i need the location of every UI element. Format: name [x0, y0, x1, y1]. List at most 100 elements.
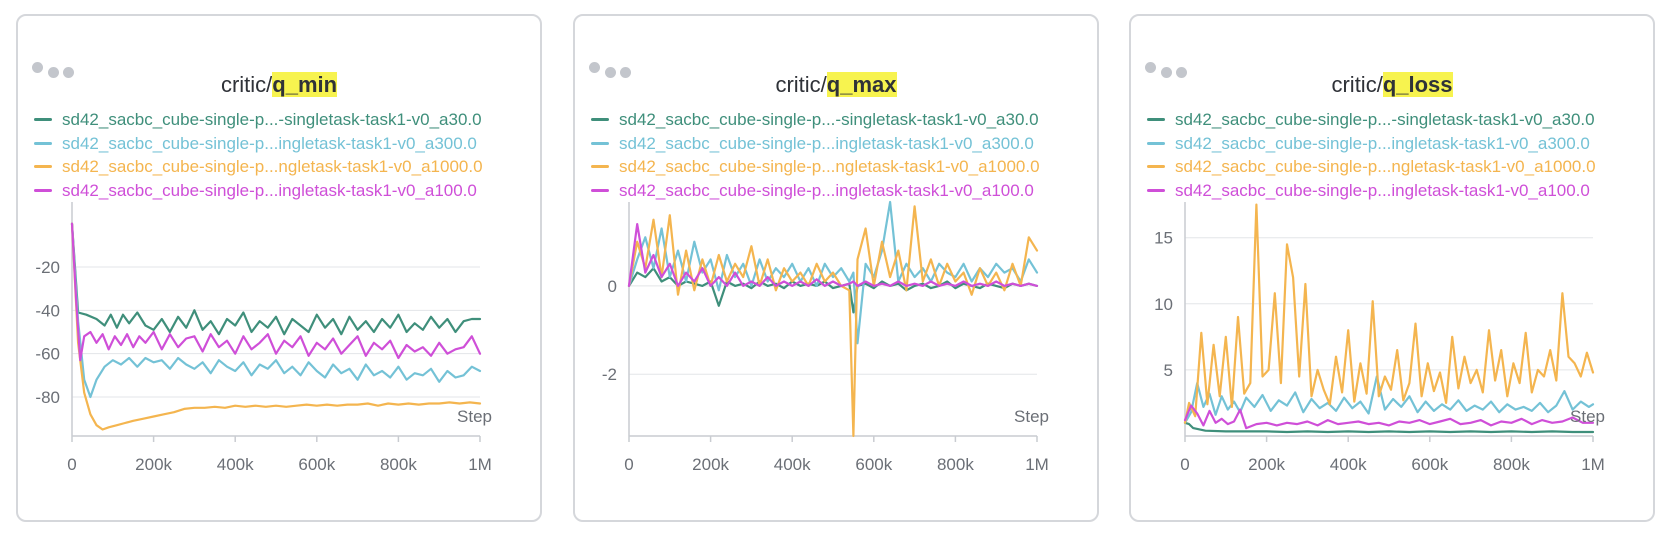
- x-tick-label: 200k: [135, 455, 172, 474]
- x-tick-label: 0: [624, 455, 633, 474]
- legend-item-a300[interactable]: sd42_sacbc_cube-single-p...ingletask-tas…: [34, 132, 534, 156]
- x-tick-label: 800k: [380, 455, 417, 474]
- legend-item-a300[interactable]: sd42_sacbc_cube-single-p...ingletask-tas…: [1147, 132, 1647, 156]
- chart-plot[interactable]: 0 -2 0 200k 400k 600k 800k 1M Step: [575, 16, 1097, 520]
- chart-panel-q-min: critic/q_min sd42_sacbc_cube-single-p...…: [16, 14, 542, 522]
- legend-label: sd42_sacbc_cube-single-p...ngletask-task…: [619, 157, 1040, 176]
- legend-item-a1000[interactable]: sd42_sacbc_cube-single-p...ngletask-task…: [34, 155, 534, 179]
- series-line-a300: [627, 200, 1039, 345]
- chart-plot[interactable]: -20 -40 -60 -80 0 200k 400k 600k 800k 1M Step: [18, 16, 540, 520]
- chart-title-highlight: q_loss: [1382, 72, 1453, 97]
- menu-dot-icon: [1176, 67, 1187, 78]
- chart-legend: sd42_sacbc_cube-single-p...-singletask-t…: [34, 108, 534, 202]
- x-tick-label: 400k: [1330, 455, 1367, 474]
- legend-swatch: [1147, 118, 1165, 121]
- series-line-a30: [1183, 421, 1595, 434]
- menu-dot-icon: [620, 67, 631, 78]
- legend-item-a1000[interactable]: sd42_sacbc_cube-single-p...ngletask-task…: [591, 155, 1091, 179]
- legend-item-a30[interactable]: sd42_sacbc_cube-single-p...-singletask-t…: [591, 108, 1091, 132]
- chart-title-prefix: critic/: [220, 72, 273, 97]
- chart-legend: sd42_sacbc_cube-single-p...-singletask-t…: [591, 108, 1091, 202]
- series-line-a1000: [627, 205, 1039, 438]
- menu-dot-icon: [48, 67, 59, 78]
- legend-label: sd42_sacbc_cube-single-p...ingletask-tas…: [1175, 180, 1590, 200]
- chart-title: critic/q_loss: [1131, 72, 1653, 98]
- legend-item-a1000[interactable]: sd42_sacbc_cube-single-p...ngletask-task…: [1147, 155, 1647, 179]
- legend-label: sd42_sacbc_cube-single-p...ingletask-tas…: [619, 133, 1034, 153]
- x-tick-label: 1M: [1581, 455, 1605, 474]
- legend-label: sd42_sacbc_cube-single-p...-singletask-t…: [1175, 110, 1595, 129]
- legend-swatch: [591, 165, 609, 168]
- legend-label: sd42_sacbc_cube-single-p...ingletask-tas…: [1175, 133, 1590, 153]
- x-tick-label: 1M: [468, 455, 492, 474]
- panel-menu-icon[interactable]: [32, 62, 78, 78]
- legend-label: sd42_sacbc_cube-single-p...ingletask-tas…: [619, 180, 1034, 200]
- x-tick-label: 600k: [298, 455, 335, 474]
- chart-panel-q-loss: critic/q_loss sd42_sacbc_cube-single-p..…: [1129, 14, 1655, 522]
- y-tick-label: 15: [1154, 229, 1173, 248]
- y-tick-label: 5: [1164, 361, 1173, 380]
- legend-swatch: [591, 141, 609, 145]
- x-axis-step-label: Step: [457, 407, 492, 426]
- panel-menu-icon[interactable]: [589, 62, 635, 78]
- y-tick-label: -80: [35, 388, 60, 407]
- legend-label: sd42_sacbc_cube-single-p...ngletask-task…: [62, 157, 483, 176]
- y-tick-label: 0: [608, 277, 617, 296]
- legend-swatch: [34, 141, 52, 145]
- legend-swatch: [1147, 141, 1165, 145]
- legend-label: sd42_sacbc_cube-single-p...-singletask-t…: [62, 110, 482, 129]
- legend-label: sd42_sacbc_cube-single-p...ingletask-tas…: [62, 180, 477, 200]
- legend-swatch: [1147, 188, 1165, 192]
- chart-title-highlight: q_max: [826, 72, 897, 97]
- legend-label: sd42_sacbc_cube-single-p...ingletask-tas…: [62, 133, 477, 153]
- y-tick-label: -2: [602, 365, 617, 384]
- menu-dot-icon: [1145, 62, 1156, 73]
- legend-item-a100[interactable]: sd42_sacbc_cube-single-p...ingletask-tas…: [1147, 179, 1647, 203]
- chart-title: critic/q_max: [575, 72, 1097, 98]
- menu-dot-icon: [63, 67, 74, 78]
- series-line-a100: [627, 223, 1039, 287]
- legend-item-a100[interactable]: sd42_sacbc_cube-single-p...ingletask-tas…: [591, 179, 1091, 203]
- legend-swatch: [1147, 165, 1165, 168]
- menu-dot-icon: [1161, 67, 1172, 78]
- panel-menu-icon[interactable]: [1145, 62, 1191, 78]
- x-tick-label: 200k: [692, 455, 729, 474]
- x-axis-step-label: Step: [1570, 407, 1605, 426]
- y-tick-label: 10: [1154, 295, 1173, 314]
- legend-swatch: [34, 165, 52, 168]
- x-tick-label: 200k: [1248, 455, 1285, 474]
- x-tick-label: 1M: [1025, 455, 1049, 474]
- chart-title: critic/q_min: [18, 72, 540, 98]
- series-line-a1000: [70, 222, 482, 431]
- x-tick-label: 600k: [855, 455, 892, 474]
- x-axis-step-label: Step: [1014, 407, 1049, 426]
- legend-item-a300[interactable]: sd42_sacbc_cube-single-p...ingletask-tas…: [591, 132, 1091, 156]
- legend-item-a100[interactable]: sd42_sacbc_cube-single-p...ingletask-tas…: [34, 179, 534, 203]
- x-tick-label: 0: [67, 455, 76, 474]
- series-line-a100: [1183, 404, 1595, 430]
- legend-item-a30[interactable]: sd42_sacbc_cube-single-p...-singletask-t…: [1147, 108, 1647, 132]
- legend-label: sd42_sacbc_cube-single-p...-singletask-t…: [619, 110, 1039, 129]
- chart-plot[interactable]: 15 10 5 0 200k 400k 600k 800k 1M Step: [1131, 16, 1653, 520]
- x-tick-label: 400k: [217, 455, 254, 474]
- x-tick-label: 800k: [1493, 455, 1530, 474]
- chart-title-prefix: critic/: [775, 72, 827, 97]
- x-tick-label: 0: [1180, 455, 1189, 474]
- chart-panel-q-max: critic/q_max sd42_sacbc_cube-single-p...…: [573, 14, 1099, 522]
- chart-title-highlight: q_min: [272, 72, 338, 97]
- series-line-a300: [70, 222, 482, 399]
- chart-legend: sd42_sacbc_cube-single-p...-singletask-t…: [1147, 108, 1647, 202]
- series-line-a1000: [1183, 203, 1595, 424]
- chart-title-prefix: critic/: [1331, 72, 1383, 97]
- y-tick-label: -60: [35, 345, 60, 364]
- y-tick-label: -40: [35, 301, 60, 320]
- legend-swatch: [34, 188, 52, 192]
- menu-dot-icon: [589, 62, 600, 73]
- x-tick-label: 600k: [1411, 455, 1448, 474]
- legend-item-a30[interactable]: sd42_sacbc_cube-single-p...-singletask-t…: [34, 108, 534, 132]
- series-line-a30: [70, 222, 482, 336]
- legend-swatch: [591, 118, 609, 121]
- menu-dot-icon: [32, 62, 43, 73]
- x-tick-label: 800k: [937, 455, 974, 474]
